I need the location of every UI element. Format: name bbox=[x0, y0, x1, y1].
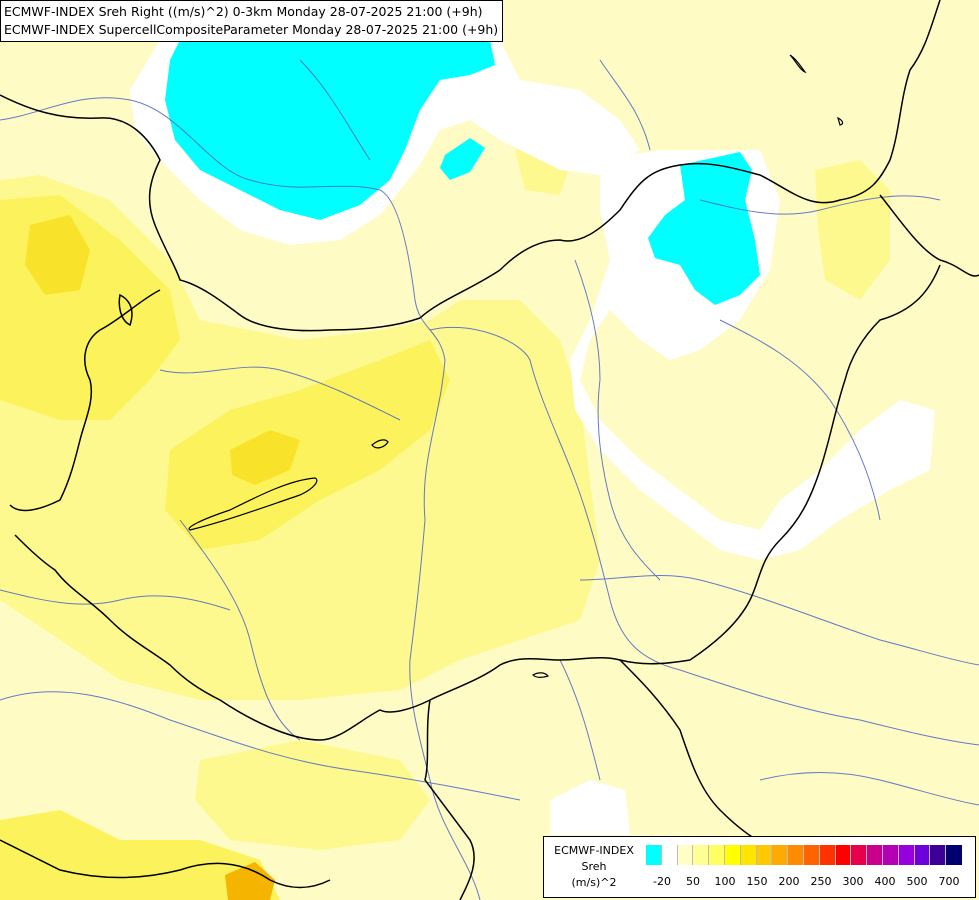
legend-tick-label: -20 bbox=[653, 875, 671, 888]
legend-swatch bbox=[819, 845, 836, 865]
sreh-contour-250 bbox=[225, 862, 275, 900]
legend-title-param: Sreh bbox=[581, 860, 607, 873]
map-title-box: ECMWF-INDEX Sreh Right ((m/s)^2) 0-3km M… bbox=[0, 0, 504, 42]
legend-swatch bbox=[740, 845, 757, 865]
legend-swatch bbox=[693, 845, 710, 865]
sreh-contour-200b bbox=[230, 430, 300, 485]
legend-tick-label: 500 bbox=[906, 875, 928, 888]
legend-tick-label: 400 bbox=[874, 875, 896, 888]
legend-swatch bbox=[914, 845, 931, 865]
sreh-contour-100c bbox=[815, 160, 890, 300]
legend-tick-label: 250 bbox=[810, 875, 832, 888]
legend-swatch bbox=[898, 845, 915, 865]
rivers bbox=[0, 59, 979, 900]
sreh-contour-negative-small bbox=[440, 138, 485, 180]
legend-swatch bbox=[788, 845, 804, 865]
legend-tick-label: 700 bbox=[938, 875, 960, 888]
legend-tick-label: 50 bbox=[686, 875, 700, 888]
sreh-contour-200 bbox=[25, 215, 90, 295]
legend-swatch bbox=[661, 845, 678, 865]
sreh-contour-100d bbox=[195, 740, 430, 850]
sreh-contour-150b bbox=[165, 340, 450, 550]
legend-swatch bbox=[724, 845, 741, 865]
legend-swatch bbox=[867, 845, 883, 865]
legend-swatch bbox=[946, 845, 962, 865]
legend-title-model: ECMWF-INDEX bbox=[554, 844, 634, 857]
title-line-sreh: ECMWF-INDEX Sreh Right ((m/s)^2) 0-3km M… bbox=[4, 4, 483, 19]
sreh-contour-150c bbox=[0, 810, 280, 900]
legend-swatch bbox=[677, 845, 694, 865]
legend-swatch bbox=[646, 845, 662, 865]
lakes bbox=[188, 54, 844, 678]
sreh-contour-white-south bbox=[550, 780, 630, 835]
color-legend: ECMWF-INDEX Sreh (m/s)^2 -20 50 100 150 200 2… bbox=[543, 836, 976, 898]
legend-swatch bbox=[930, 845, 947, 865]
legend-swatch bbox=[756, 845, 773, 865]
legend-swatch bbox=[709, 845, 725, 865]
title-line-scp: ECMWF-INDEX SupercellCompositeParameter … bbox=[4, 22, 499, 37]
legend-swatch bbox=[851, 845, 868, 865]
legend-tick-label: 300 bbox=[842, 875, 864, 888]
legend-swatch bbox=[882, 845, 899, 865]
legend-title: ECMWF-INDEX Sreh (m/s)^2 bbox=[544, 843, 644, 891]
legend-tick-label: 200 bbox=[778, 875, 800, 888]
legend-swatches bbox=[646, 845, 962, 865]
legend-title-unit: (m/s)^2 bbox=[571, 876, 617, 889]
sreh-contour-negative-east bbox=[648, 152, 760, 305]
legend-swatch bbox=[803, 845, 820, 865]
sreh-contour-negative-north bbox=[165, 3, 495, 220]
legend-swatch bbox=[772, 845, 789, 865]
legend-swatch bbox=[835, 845, 852, 865]
legend-ticks: -20 50 100 150 200 250 300 400 500 700 bbox=[646, 875, 968, 891]
legend-tick-label: 150 bbox=[746, 875, 768, 888]
legend-tick-label: 100 bbox=[714, 875, 736, 888]
